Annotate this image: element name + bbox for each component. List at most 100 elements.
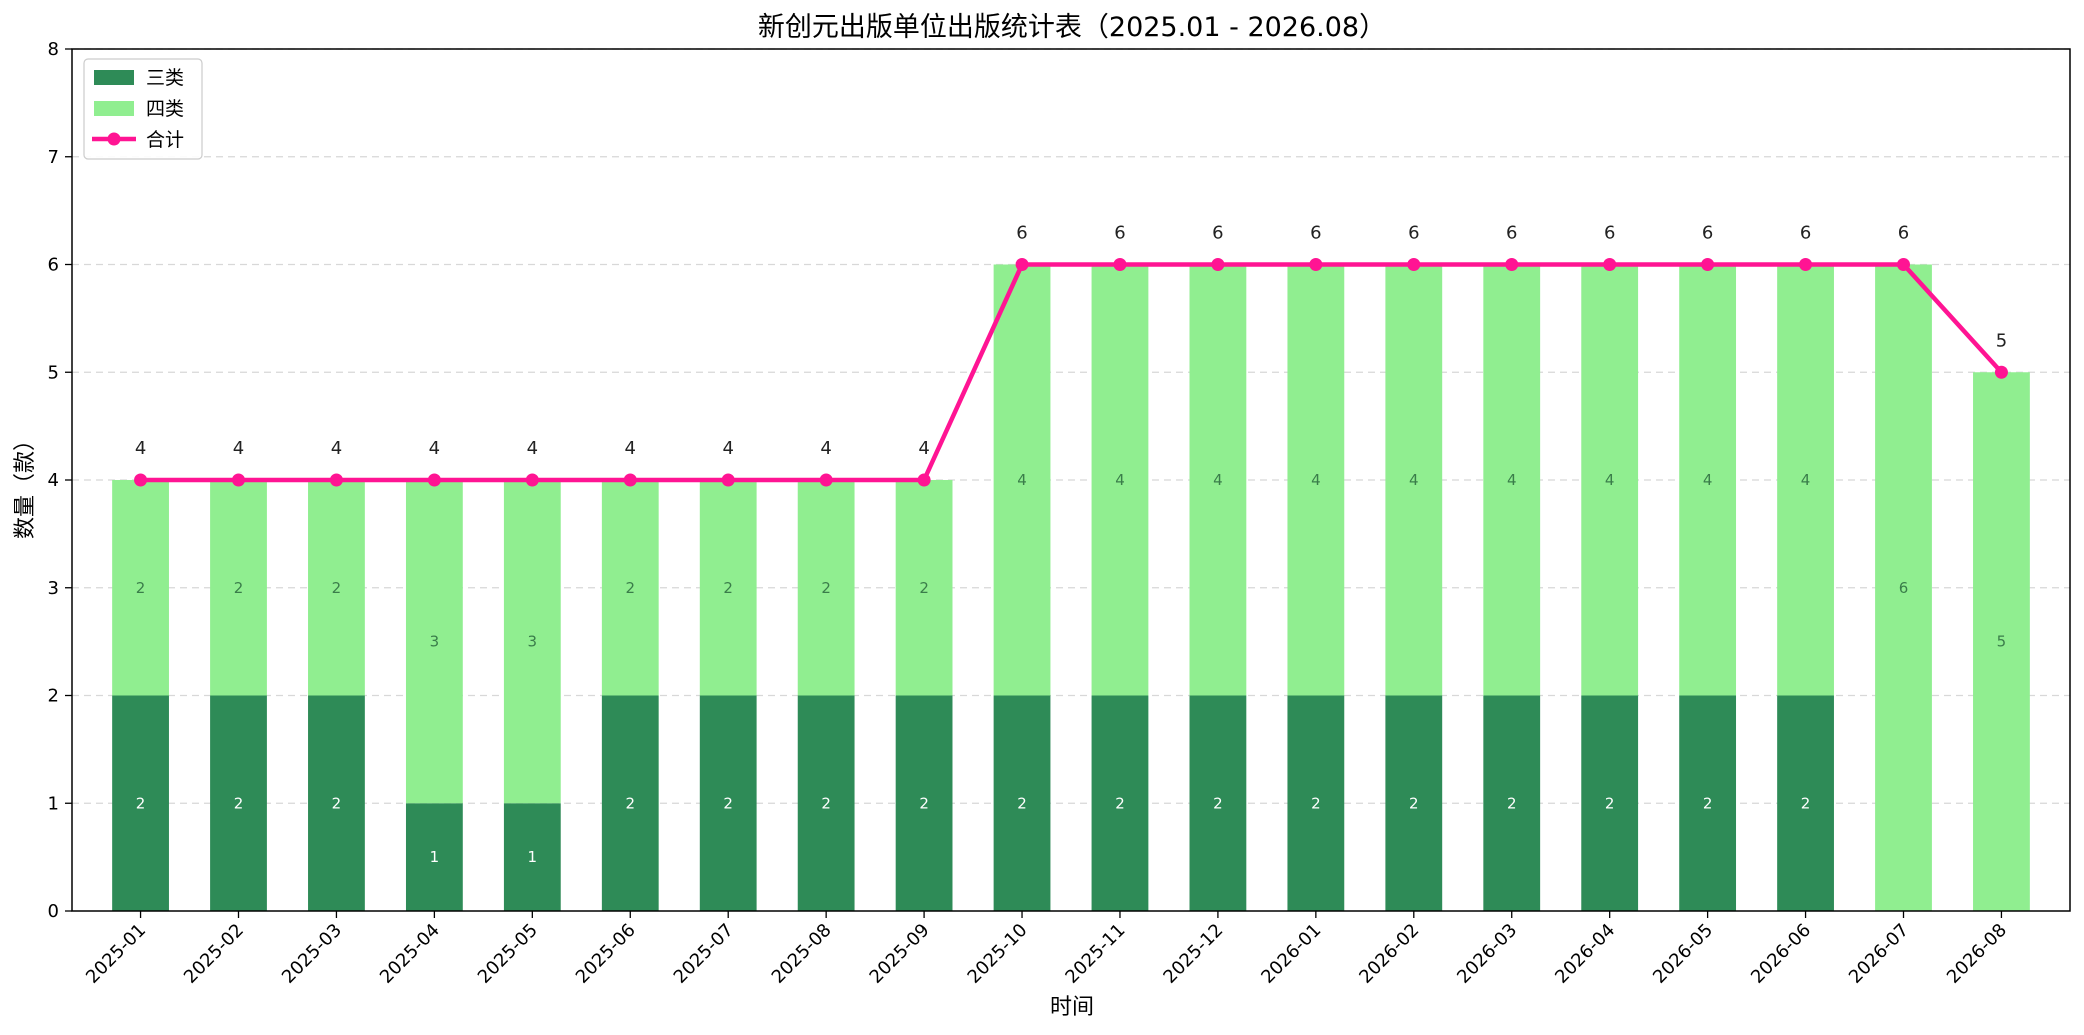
bar-value-label: 2 [723,579,733,597]
bar-value-label: 2 [332,579,342,597]
x-tick-label: 2025-10 [964,920,1032,988]
total-point [1015,258,1029,271]
legend-label-total: 合计 [146,129,184,151]
bar-value-label: 2 [136,794,146,812]
bar-segment [210,695,267,911]
bar-value-label: 2 [1703,794,1713,812]
bar-segment [1581,695,1639,911]
total-value-label: 4 [429,438,440,459]
bar-segment [1679,264,1737,696]
total-point [623,473,637,487]
y-tick-label: 1 [48,793,59,814]
x-tick-label: 2025-02 [180,920,248,988]
bar-segment [1875,264,1932,911]
y-tick-label: 4 [48,470,59,491]
bar-value-label: 2 [1507,794,1517,812]
bar-value-label: 2 [1801,794,1811,812]
bar-value-label: 2 [919,794,929,812]
total-value-label: 4 [331,438,342,459]
bar-segment [1581,264,1639,696]
bar-value-label: 4 [1213,471,1223,489]
total-value-label: 4 [722,438,733,459]
total-point [1505,258,1519,271]
total-point [329,473,343,487]
legend-swatch-four [94,101,134,116]
bar-segment [112,695,169,911]
bar-value-label: 1 [430,848,440,866]
x-tick-label: 2026-03 [1453,920,1521,988]
bar-segment [1091,264,1149,696]
legend-swatch-three [94,70,134,85]
total-point [1407,258,1421,271]
x-tick-label: 2025-11 [1061,920,1129,988]
x-tick-label: 2026-08 [1943,920,2011,988]
total-value-label: 6 [1310,223,1321,244]
total-value-label: 5 [1996,330,2007,351]
x-tick-label: 2026-02 [1355,920,1423,988]
bar-segment [1287,264,1345,696]
x-tick-label: 2026-05 [1649,920,1717,988]
total-value-label: 4 [820,438,831,459]
bar-value-label: 4 [1115,471,1125,489]
y-tick-label: 3 [48,578,59,599]
bar-value-label: 2 [332,794,342,812]
total-point [1113,258,1127,271]
bar-segment [405,480,463,804]
bar-value-label: 2 [625,794,635,812]
bar-segment [503,480,561,804]
bar-segment [308,480,365,696]
total-point [525,473,539,487]
total-value-label: 6 [1702,223,1713,244]
total-point [427,473,441,487]
x-tick-label: 2026-06 [1747,920,1815,988]
total-value-label: 4 [527,438,538,459]
bar-value-label: 4 [1801,471,1811,489]
y-axis-label: 数量（款） [13,429,38,539]
bar-segment [699,695,757,911]
y-tick-label: 6 [48,255,59,276]
total-point [1994,365,2008,379]
bar-segment [895,480,953,696]
total-value-label: 4 [233,438,244,459]
bar-value-label: 2 [1311,794,1321,812]
bars [112,264,2030,911]
total-value-label: 6 [1604,223,1615,244]
bar-value-label: 2 [723,794,733,812]
bar-segment [503,803,561,911]
total-point [1897,258,1910,271]
grid-lines [72,48,2070,804]
bar-segment [1189,695,1247,911]
x-tick-label: 2025-12 [1159,920,1227,988]
bar-segment [1679,695,1737,911]
total-point [1211,258,1225,271]
bar-segment [797,480,855,696]
bar-value-label: 2 [1213,794,1223,812]
total-point [1309,258,1323,271]
total-point [134,473,148,487]
x-tick-label: 2025-04 [376,920,444,988]
bar-segment [210,480,267,696]
bar-value-label: 4 [1703,471,1713,489]
bar-value-label: 2 [1017,794,1027,812]
x-tick-label: 2026-07 [1845,920,1913,988]
total-series-line [140,262,2004,483]
total-point [1799,258,1813,271]
x-tick-label: 2026-01 [1257,920,1325,988]
total-value-label: 4 [625,438,636,459]
bar-value-label: 2 [234,579,244,597]
bar-segment [895,695,953,911]
bar-value-label: 2 [821,579,831,597]
legend-label-three: 三类 [146,67,184,89]
bar-segment [601,480,659,696]
total-value-label: 4 [135,438,146,459]
legend-label-four: 四类 [146,98,184,120]
x-tick-label: 2025-09 [866,920,934,988]
bar-value-label: 5 [1997,633,2007,651]
total-value-label: 6 [1408,223,1419,244]
bar-value-label: 2 [919,579,929,597]
bar-value-label: 2 [625,579,635,597]
y-tick-label: 2 [48,686,59,707]
